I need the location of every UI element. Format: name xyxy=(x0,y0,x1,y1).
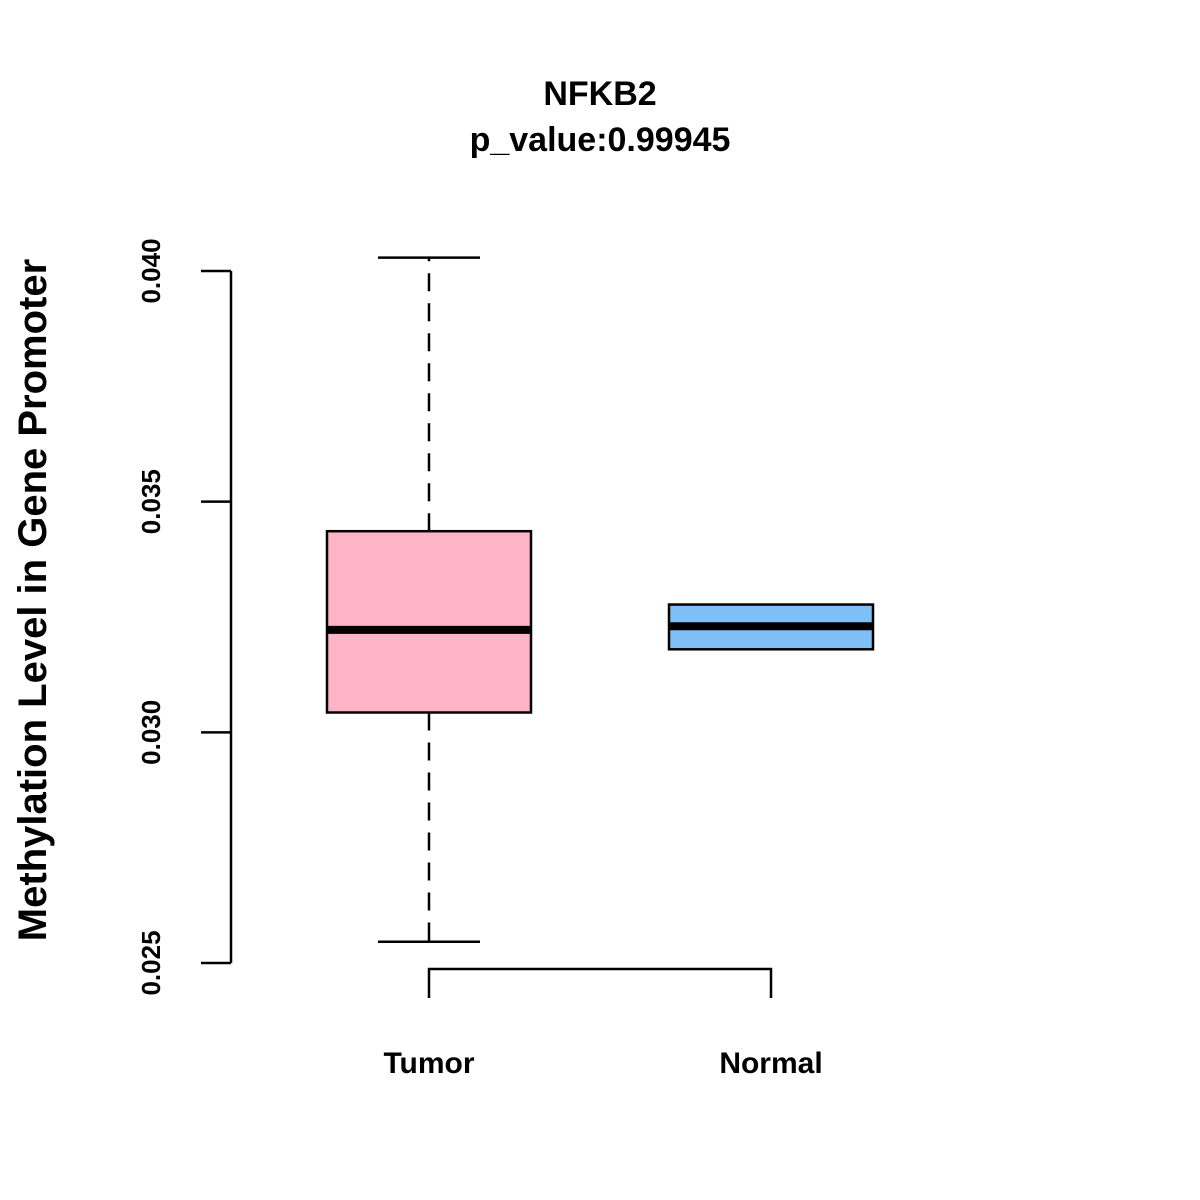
x-axis-labels: Tumor Normal xyxy=(383,1047,822,1080)
y-tick-label: 0.025 xyxy=(136,930,166,995)
y-tick-label: 0.030 xyxy=(136,700,166,765)
chart-subtitle: p_value:0.99945 xyxy=(470,121,731,159)
boxplot-series xyxy=(325,256,875,944)
box-body xyxy=(325,529,533,714)
bracket-line xyxy=(427,967,773,998)
y-axis: 0.025 0.030 0.035 0.040 xyxy=(136,238,233,996)
y-tick-label: 0.040 xyxy=(136,238,166,303)
box-normal xyxy=(667,603,875,651)
chart-title: NFKB2 xyxy=(543,75,656,113)
comparison-bracket xyxy=(427,967,773,998)
box-tumor xyxy=(325,256,533,944)
y-axis-label: Methylation Level in Gene Promoter xyxy=(11,259,55,941)
y-tick-label: 0.035 xyxy=(136,469,166,534)
x-tick-label-normal: Normal xyxy=(719,1047,822,1080)
x-tick-label-tumor: Tumor xyxy=(383,1047,474,1080)
